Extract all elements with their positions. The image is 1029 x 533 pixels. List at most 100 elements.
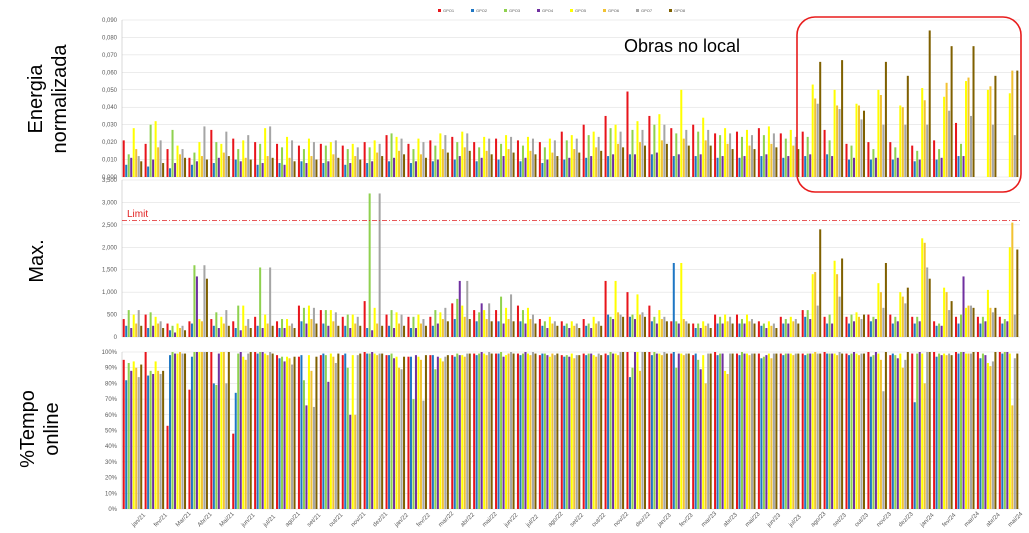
bar <box>841 258 844 337</box>
bar <box>772 353 775 509</box>
bar <box>244 157 247 177</box>
bar <box>945 355 948 509</box>
bar <box>658 310 661 337</box>
bar <box>259 143 262 177</box>
bar <box>261 163 264 177</box>
bar <box>122 359 125 509</box>
bar <box>247 319 250 337</box>
x-tick-label: Abr/21 <box>197 511 214 528</box>
bar <box>505 307 508 337</box>
bar <box>412 399 415 509</box>
bar <box>431 325 434 337</box>
bar <box>609 128 612 177</box>
bar <box>582 353 585 509</box>
bar <box>896 321 899 337</box>
legend-swatch <box>438 9 441 12</box>
x-tick-label: abr/24 <box>985 512 1002 529</box>
bar <box>519 355 522 509</box>
bar <box>368 147 371 177</box>
bar <box>305 323 308 337</box>
bar <box>855 353 858 509</box>
bar <box>957 323 960 337</box>
bar <box>604 115 607 177</box>
bar <box>266 355 269 509</box>
bar <box>568 328 571 337</box>
bar <box>190 323 193 337</box>
bar <box>648 305 651 337</box>
bar <box>507 319 510 337</box>
bar <box>247 353 250 509</box>
bar <box>957 156 960 177</box>
bar <box>972 352 975 509</box>
bar <box>529 355 532 509</box>
bar <box>938 323 941 337</box>
bar <box>502 323 505 337</box>
bar <box>582 319 585 337</box>
bar <box>510 294 513 337</box>
bar <box>801 353 804 509</box>
bar <box>614 353 617 509</box>
bar <box>188 157 191 177</box>
bar <box>595 356 598 509</box>
legend: GPO1 GPO2 GPO3 GPO4 GPO5 GPO6 GPO7 GPO8 <box>438 8 686 13</box>
x-tick-label: jan/22 <box>393 512 410 529</box>
bar <box>429 140 432 177</box>
bar <box>989 307 992 337</box>
bar <box>692 355 695 509</box>
bar <box>633 319 636 337</box>
bar <box>283 361 286 509</box>
bar <box>144 143 147 177</box>
bar <box>891 323 894 337</box>
x-tick-label: abr/23 <box>723 512 740 529</box>
bar <box>570 353 573 509</box>
bar <box>354 414 357 509</box>
bar <box>607 156 610 177</box>
bar <box>716 157 719 177</box>
y-tick-label: 20% <box>105 476 118 482</box>
bar <box>772 133 775 177</box>
bar <box>234 159 237 177</box>
bar <box>677 353 680 509</box>
y-tick-label: 0,030 <box>102 123 118 129</box>
bar <box>507 353 510 509</box>
bar <box>595 147 598 177</box>
bar <box>928 30 931 177</box>
bar <box>804 156 807 177</box>
bar <box>882 307 885 337</box>
bar <box>414 355 417 509</box>
bar <box>551 323 554 337</box>
bar <box>960 352 963 509</box>
bar <box>291 140 294 177</box>
bar <box>184 330 187 337</box>
bar <box>767 321 770 337</box>
bar <box>356 316 359 337</box>
bar <box>750 135 753 177</box>
bar <box>488 138 491 177</box>
bar <box>628 377 631 509</box>
bar <box>205 352 208 509</box>
bar <box>400 314 403 337</box>
bar <box>626 352 629 509</box>
bar <box>254 142 257 177</box>
bar <box>417 356 420 509</box>
bar <box>748 321 751 337</box>
bar <box>765 154 768 177</box>
bar <box>259 267 262 337</box>
bar <box>271 353 274 509</box>
bar <box>855 103 858 177</box>
bar <box>967 353 970 509</box>
bar <box>699 154 702 177</box>
bar <box>575 323 578 337</box>
bar <box>200 321 203 337</box>
bar <box>633 352 636 509</box>
bar <box>804 355 807 509</box>
bar <box>344 325 347 337</box>
bar <box>867 142 870 177</box>
bar <box>393 328 396 337</box>
bar <box>212 383 215 509</box>
bar <box>334 312 337 337</box>
bar <box>356 147 359 177</box>
bar <box>760 325 763 337</box>
bar <box>1011 405 1014 509</box>
bar <box>889 355 892 509</box>
